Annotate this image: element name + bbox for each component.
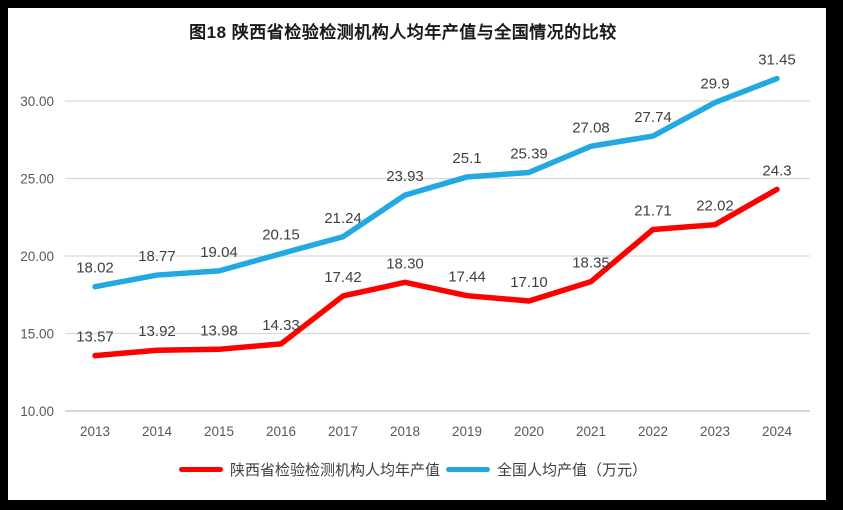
svg-text:2018: 2018 [390,424,420,439]
svg-text:21.24: 21.24 [324,210,362,227]
svg-text:31.45: 31.45 [758,52,796,69]
legend-label-shaanxi: 陕西省检验检测机构人均年产值 [229,462,440,479]
svg-text:2019: 2019 [452,424,482,439]
svg-text:17.10: 17.10 [510,274,548,291]
svg-text:2020: 2020 [514,424,544,439]
svg-text:13.57: 13.57 [76,329,114,346]
svg-text:25.1: 25.1 [452,150,481,167]
svg-text:22.02: 22.02 [696,198,734,215]
svg-text:17.44: 17.44 [448,269,486,286]
svg-text:18.30: 18.30 [386,255,424,272]
svg-text:2024: 2024 [762,424,793,439]
svg-text:2016: 2016 [266,424,296,439]
svg-text:29.9: 29.9 [700,76,729,93]
legend-label-national: 全国人均产值（万元） [497,462,648,479]
svg-text:10.00: 10.00 [20,404,54,419]
chart-panel [8,8,826,500]
svg-text:25.00: 25.00 [20,172,54,187]
svg-text:14.33: 14.33 [262,317,300,334]
svg-text:21.71: 21.71 [634,202,672,219]
svg-text:13.98: 13.98 [200,322,238,339]
svg-text:18.77: 18.77 [138,248,176,265]
legend-item-shaanxi: 陕西省检验检测机构人均年产值 [178,459,440,480]
svg-text:17.42: 17.42 [324,269,362,286]
svg-text:13.92: 13.92 [138,323,176,340]
svg-text:27.74: 27.74 [634,109,672,126]
svg-text:20.15: 20.15 [262,227,300,244]
svg-text:19.04: 19.04 [200,244,238,261]
svg-text:23.93: 23.93 [386,168,424,185]
svg-text:2023: 2023 [700,424,730,439]
svg-text:2021: 2021 [576,424,606,439]
svg-text:27.08: 27.08 [572,119,610,136]
svg-text:2013: 2013 [80,424,110,439]
svg-text:2022: 2022 [638,424,668,439]
legend-line-blue-icon [446,467,490,472]
svg-text:2017: 2017 [328,424,358,439]
svg-text:15.00: 15.00 [20,327,54,342]
svg-text:18.35: 18.35 [572,255,610,272]
svg-text:25.39: 25.39 [510,145,548,162]
svg-text:18.02: 18.02 [76,260,114,277]
chart-title: 图18 陕西省检验检测机构人均年产值与全国情况的比较 [189,23,617,42]
legend-line-red-icon [178,467,223,472]
svg-text:30.00: 30.00 [20,94,54,109]
svg-text:24.3: 24.3 [762,162,791,179]
svg-text:20.00: 20.00 [20,249,54,264]
chart-legend: 陕西省检验检测机构人均年产值 全国人均产值（万元） [8,459,818,480]
svg-text:2014: 2014 [142,424,173,439]
svg-text:2015: 2015 [204,424,234,439]
legend-item-national: 全国人均产值（万元） [446,459,647,480]
